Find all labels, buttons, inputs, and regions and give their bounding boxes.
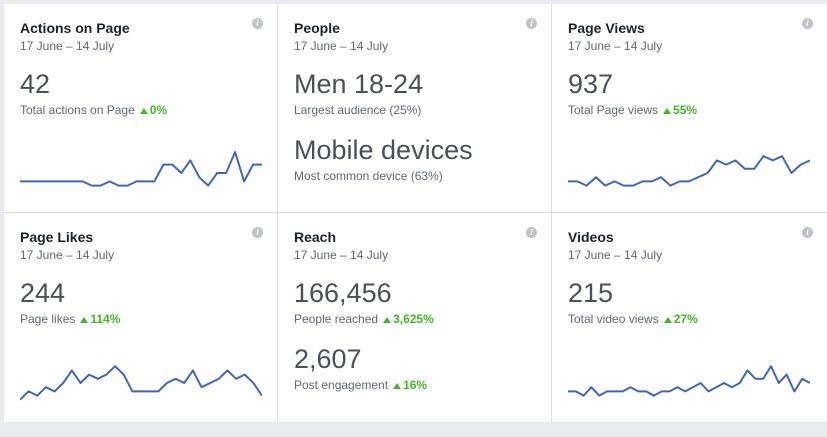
metric-change: 114%	[90, 312, 121, 326]
up-arrow-icon	[663, 317, 672, 323]
insights-grid: Actions on Page 17 June – 14 July i 42 T…	[4, 4, 827, 422]
sparkline-series	[568, 365, 810, 397]
metric-label: Page likes	[20, 312, 76, 326]
metric-value: 937	[568, 69, 614, 99]
sparkline-series	[20, 151, 262, 187]
largest-audience-label: Largest audience (25%)	[294, 103, 422, 117]
date-range: 17 June – 14 July	[294, 39, 389, 53]
metric-value: 42	[20, 69, 51, 99]
common-device-label: Most common device (63%)	[294, 169, 443, 183]
videos-card[interactable]: Videos 17 June – 14 July i 215 Total vid…	[552, 213, 827, 422]
date-range: 17 June – 14 July	[20, 248, 115, 262]
sparkline-series	[20, 365, 262, 401]
info-icon[interactable]: i	[802, 18, 813, 29]
metric-label-row: Total video views 27%	[568, 311, 811, 327]
info-icon[interactable]: i	[802, 227, 813, 238]
date-range: 17 June – 14 July	[294, 248, 389, 262]
metric-value: 215	[568, 278, 614, 308]
reach-card[interactable]: Reach 17 June – 14 July i 166,456 People…	[278, 213, 552, 422]
sparkline-chart	[568, 365, 810, 397]
post-engagement-value: 2,607	[294, 344, 362, 374]
up-arrow-icon	[383, 317, 392, 323]
people-card[interactable]: People 17 June – 14 July i Men 18-24 Lar…	[278, 4, 552, 213]
people-reached-value: 166,456	[294, 278, 392, 308]
date-range: 17 June – 14 July	[20, 39, 115, 53]
card-title: Page Likes	[20, 229, 94, 245]
metric-label: Total Page views	[568, 103, 659, 117]
up-arrow-icon	[663, 108, 672, 114]
metric-label-row: Page likes 114%	[20, 311, 261, 327]
card-title: People	[294, 20, 340, 36]
metric-label: People reached	[294, 312, 379, 326]
metric-change: 27%	[673, 312, 698, 326]
metric-change: 3,625%	[393, 312, 434, 326]
sparkline-chart	[20, 365, 262, 401]
sparkline-series	[568, 155, 810, 187]
up-arrow-icon	[139, 108, 148, 114]
people-reached-row: People reached 3,625%	[294, 311, 535, 327]
post-engagement-row: Post engagement 16%	[294, 377, 535, 393]
card-title: Actions on Page	[20, 20, 130, 36]
page-views-card[interactable]: Page Views 17 June – 14 July i 937 Total…	[552, 4, 827, 213]
up-arrow-icon	[80, 317, 89, 323]
metric-label: Total video views	[568, 312, 659, 326]
date-range: 17 June – 14 July	[568, 248, 663, 262]
metric-value: 244	[20, 278, 66, 308]
largest-audience-value: Men 18-24	[294, 69, 424, 99]
common-device-value: Mobile devices	[294, 135, 473, 165]
metric-change: 16%	[403, 378, 428, 392]
up-arrow-icon	[393, 383, 402, 389]
metric-change: 55%	[673, 103, 698, 117]
metric-change: 0%	[149, 103, 168, 117]
date-range: 17 June – 14 July	[568, 39, 663, 53]
card-title: Page Views	[568, 20, 645, 36]
info-icon[interactable]: i	[526, 18, 537, 29]
metric-label-row: Total Page views 55%	[568, 102, 811, 118]
sparkline-chart	[568, 155, 810, 187]
card-title: Reach	[294, 229, 337, 245]
card-title: Videos	[568, 229, 614, 245]
page-likes-card[interactable]: Page Likes 17 June – 14 July i 244 Page …	[4, 213, 278, 422]
info-icon[interactable]: i	[526, 227, 537, 238]
info-icon[interactable]: i	[252, 227, 263, 238]
metric-label-row: Total actions on Page 0%	[20, 102, 261, 118]
actions-on-page-card[interactable]: Actions on Page 17 June – 14 July i 42 T…	[4, 4, 278, 213]
sparkline-chart	[20, 151, 262, 187]
metric-label: Total actions on Page	[20, 103, 135, 117]
info-icon[interactable]: i	[252, 18, 263, 29]
metric-label: Post engagement	[294, 378, 389, 392]
